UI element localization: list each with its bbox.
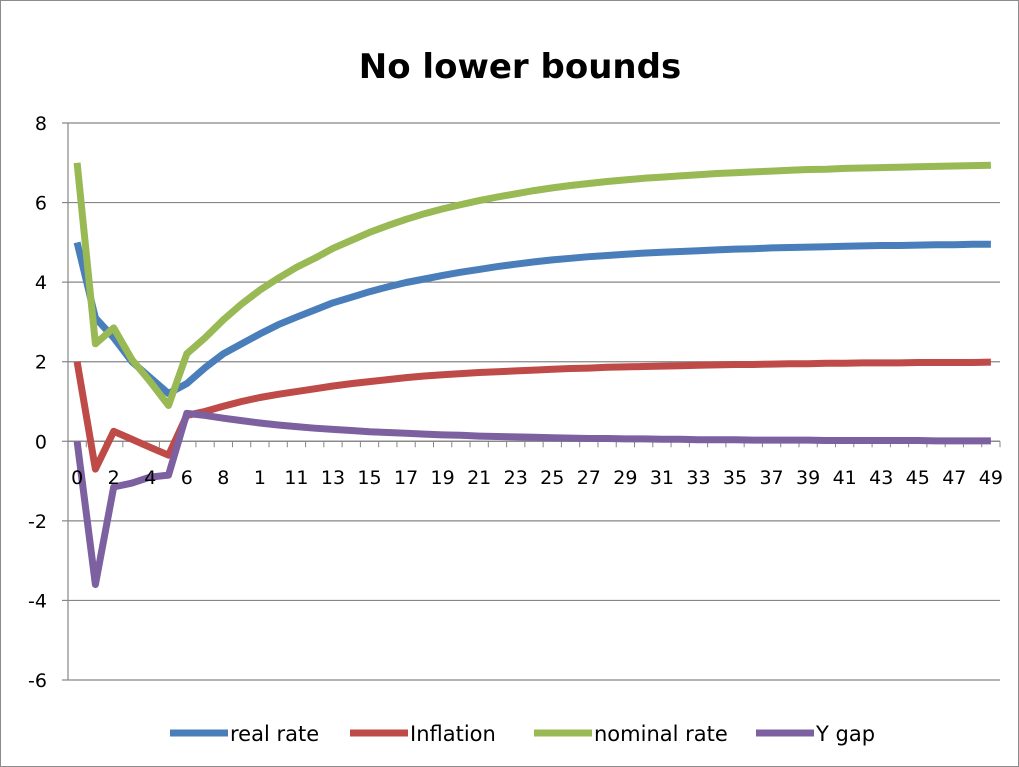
- axes: [67, 123, 1001, 680]
- x-tick-label: 49: [979, 467, 1003, 489]
- y-tick-label: 4: [35, 272, 47, 294]
- y-tick-label: 8: [35, 113, 47, 135]
- x-tick-label: 27: [577, 467, 601, 489]
- x-tick-label: 45: [906, 467, 930, 489]
- legend-item-inflation: Inflation: [350, 722, 496, 746]
- y-tick-label: -2: [28, 511, 47, 533]
- y-tick-label: 2: [35, 352, 47, 374]
- y-axis-tick-labels: 8 6 4 2 0 -2 -4 -6: [28, 113, 47, 692]
- series-line-y-gap: [73, 409, 991, 588]
- x-tick-label: 11: [284, 467, 308, 489]
- y-tick-label: 0: [35, 431, 47, 453]
- y-tick-label: -6: [28, 670, 47, 692]
- gridlines: [62, 122, 1000, 681]
- x-axis-tick-labels: 0 2 4 6 8 1 11 13 15 17 19 21 23 25 27 29 31 33 35 37 39 41 43…: [71, 467, 1003, 489]
- x-tick-label: 47: [942, 467, 966, 489]
- series-line-real-rate: [73, 240, 991, 397]
- legend-label: Inflation: [410, 722, 496, 746]
- legend-item-y-gap: Y gap: [756, 722, 875, 746]
- x-tick-label: 6: [181, 467, 193, 489]
- y-tick-label: -4: [28, 590, 47, 612]
- x-tick-label: 37: [759, 467, 783, 489]
- x-tick-label: 43: [869, 467, 893, 489]
- x-tick-label: 23: [504, 467, 528, 489]
- series-line-inflation: [73, 358, 991, 473]
- series-line-nominal-rate: [73, 161, 991, 409]
- chart-title: No lower bounds: [359, 47, 681, 87]
- x-tick-label: 1: [254, 467, 266, 489]
- legend-item-nominal-rate: nominal rate: [534, 722, 728, 746]
- x-tick-label: 4: [144, 467, 156, 489]
- x-tick-label: 41: [833, 467, 857, 489]
- x-tick-label: 2: [108, 467, 120, 489]
- y-tick-label: 6: [35, 193, 47, 215]
- x-tick-label: 15: [357, 467, 381, 489]
- x-tick-label: 13: [321, 467, 345, 489]
- x-tick-label: 25: [540, 467, 564, 489]
- legend-item-real-rate: real rate: [170, 722, 319, 746]
- x-tick-label: 21: [467, 467, 491, 489]
- x-tick-label: 8: [217, 467, 229, 489]
- x-tick-label: 19: [431, 467, 455, 489]
- x-tick-label: 33: [686, 467, 710, 489]
- legend: real rate Inflation nominal rate Y gap: [170, 722, 875, 746]
- legend-label: nominal rate: [594, 722, 728, 746]
- x-tick-label: 39: [796, 467, 820, 489]
- x-tick-label: 31: [650, 467, 674, 489]
- legend-label: Y gap: [815, 722, 875, 746]
- legend-label: real rate: [230, 722, 319, 746]
- x-tick-label: 0: [71, 467, 83, 489]
- x-tick-label: 29: [613, 467, 637, 489]
- x-tick-label: 17: [394, 467, 418, 489]
- x-tick-label: 35: [723, 467, 747, 489]
- series-lines: [73, 161, 991, 588]
